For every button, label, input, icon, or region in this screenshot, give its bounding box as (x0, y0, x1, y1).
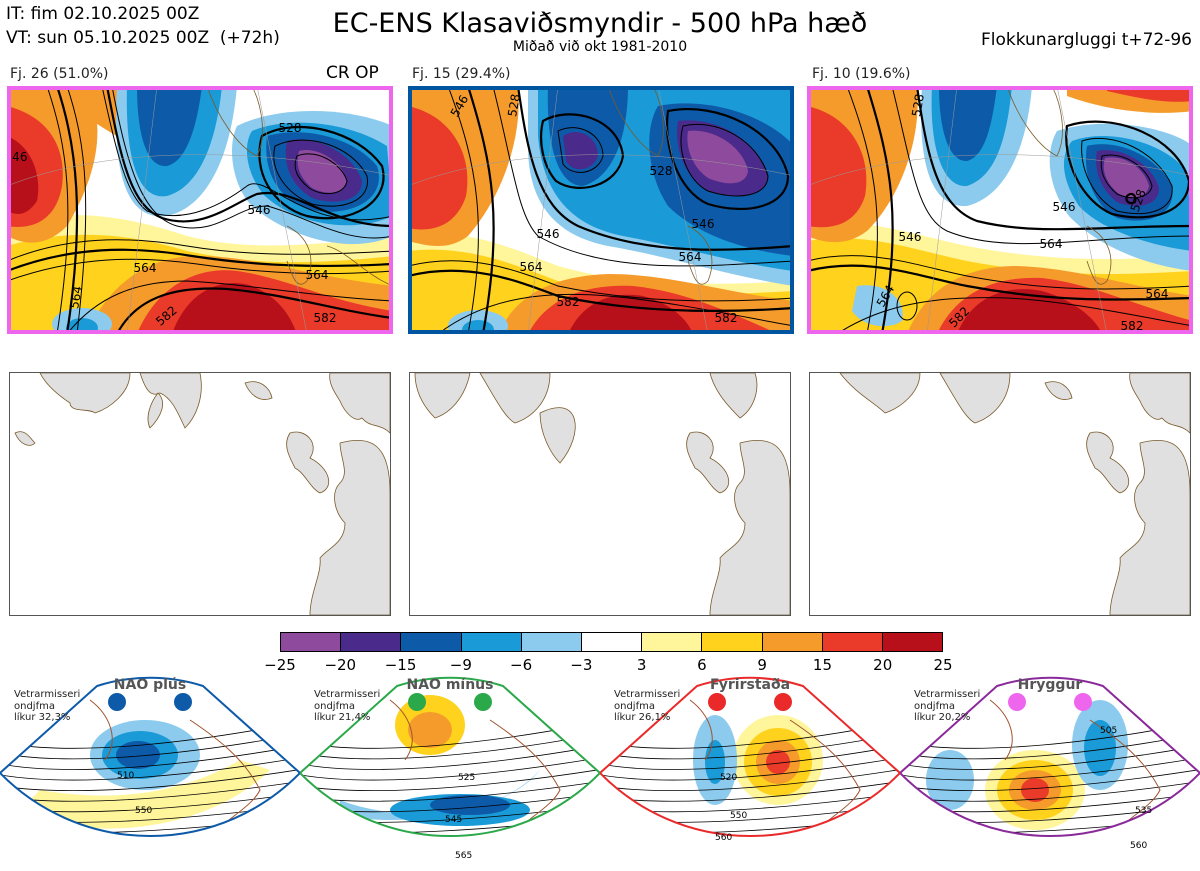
cluster-2-contour-label: 564 (679, 250, 702, 264)
cluster-1-label: Fj. 26 (51.0%) (10, 66, 109, 82)
cluster-1-contour-label: 546 (7, 150, 27, 164)
cluster-2-contour-label: 546 (537, 227, 560, 241)
regime-dot-icon (1008, 693, 1026, 711)
regime-contour-label: 560 (715, 833, 732, 843)
regime-map: 520 550 560 (600, 676, 900, 843)
colorbar-swatch (761, 633, 822, 651)
cluster-2-contour-label: 546 (692, 217, 715, 231)
page-subtitle: Miðað við okt 1981-2010 (512, 39, 688, 55)
regime-contour-label: 550 (135, 806, 152, 816)
regime-dot-icon (474, 693, 492, 711)
colorbar (280, 632, 943, 652)
cluster-2-contour-label: 528 (650, 164, 673, 178)
colorbar-tick-label: 9 (757, 656, 767, 674)
regime-contour-label: 525 (458, 773, 475, 783)
regime-contour-label: 550 (730, 811, 747, 821)
cluster-3-contour-label: 582 (1121, 319, 1144, 333)
cluster-1-contour-label: 564 (67, 285, 85, 310)
cluster-3-map[interactable]: 528 546 546 564 564 564 582 582 528 (807, 86, 1193, 334)
colorbar-swatch (400, 633, 461, 651)
regime-map: 510 550 (0, 676, 300, 838)
cluster-2-map[interactable]: 546 528 528 546 546 564 564 582 582 (408, 86, 794, 334)
colorbar-tick-label: 15 (812, 656, 832, 674)
colorbar-swatch (520, 633, 581, 651)
regime-contour-label: 560 (1130, 841, 1147, 851)
colorbar-tick-label: 6 (697, 656, 707, 674)
colorbar-tick-label: −20 (324, 656, 357, 674)
regime-info: Vetrarmisseri ondjfma líkur 32,3% (14, 689, 81, 723)
regime-dot-icon (408, 693, 426, 711)
cluster-3-contour-label: 564 (1040, 237, 1063, 251)
cluster-2-border (408, 86, 794, 334)
classification-window: Flokkunargluggi t+72-96 (980, 30, 1192, 50)
regime-title: Hryggur (1017, 677, 1083, 693)
colorbar-tick-label: −15 (384, 656, 417, 674)
colorbar-swatch (460, 633, 521, 651)
regime-info: Vetrarmisseri ondjfma líkur 26,1% (614, 689, 681, 723)
regime-contour-label: 520 (720, 773, 737, 783)
regime-map: 525 545 565 (300, 676, 600, 861)
colorbar-tick-label: −9 (449, 656, 472, 674)
regime-contour-label: 565 (455, 851, 472, 861)
regime-contour-label: 505 (1100, 726, 1117, 736)
regime-map: 505 535 560 (900, 676, 1200, 851)
colorbar-swatch (701, 633, 762, 651)
initial-time: IT: fim 02.10.2025 00Z (6, 4, 200, 24)
regime-contour-label: 535 (1135, 806, 1152, 816)
valid-time: VT: sun 05.10.2025 00Z (+72h) (6, 28, 280, 48)
regime-dot-icon (708, 693, 726, 711)
regime-contour-label: 545 (445, 815, 462, 825)
colorbar-tick-label: 3 (636, 656, 647, 674)
colorbar-tick-label: −6 (510, 656, 533, 674)
cluster-3-contour-label: 546 (1053, 200, 1076, 214)
cluster-3-contour-label: 546 (899, 230, 922, 244)
empty-map-1[interactable] (9, 372, 391, 616)
cluster-2-contour-label: 564 (520, 260, 543, 274)
cluster-2-contour-label: 582 (557, 295, 580, 309)
cluster-2-contour-label: 582 (715, 311, 738, 325)
colorbar-swatch (641, 633, 702, 651)
regime-dot-icon (174, 693, 192, 711)
cluster-1-contour-label: 528 (279, 121, 302, 135)
regime-dot-icon (1074, 693, 1092, 711)
colorbar-tick-label: −25 (264, 656, 296, 674)
colorbar-swatch (821, 633, 882, 651)
cluster-3-border (807, 86, 1193, 334)
colorbar-swatch (580, 633, 642, 651)
regime-contour-label: 510 (117, 771, 134, 781)
colorbar-swatch (340, 633, 401, 651)
empty-map-2[interactable] (409, 372, 791, 616)
regime-info: Vetrarmisseri ondjfma líkur 20,2% (914, 689, 981, 723)
cluster-1-border (7, 86, 393, 334)
regime-title: Fyrirstaða (709, 677, 791, 693)
empty-map-3[interactable] (809, 372, 1191, 616)
regime-title: NAO mínus (406, 677, 494, 693)
regime-title: NAO plús (113, 677, 187, 693)
cluster-3-contour-label: 528 (909, 93, 927, 118)
regime-dot-icon (108, 693, 126, 711)
cluster-1-contour-label: 546 (248, 203, 271, 217)
colorbar-swatch (881, 633, 943, 651)
cluster-1-contour-label: 564 (134, 261, 157, 275)
cluster-1-map[interactable]: 528 546 546 564 564 564 582 582 (7, 86, 393, 334)
cluster-1-contour-label: 582 (314, 311, 337, 325)
colorbar-tick-label: −3 (570, 656, 593, 674)
colorbar-swatch (281, 633, 341, 651)
cluster-3-contour-label: 564 (1146, 287, 1169, 301)
cluster-1-contour-label: 564 (306, 268, 329, 282)
cluster-2-label: Fj. 15 (29.4%) (412, 66, 511, 82)
cluster-3-label: Fj. 10 (19.6%) (812, 66, 911, 82)
page-title: EC-ENS Klasaviðsmyndir - 500 hPa hæð (332, 8, 868, 39)
colorbar-tick-label: 20 (873, 656, 893, 674)
regime-dot-icon (774, 693, 792, 711)
cluster-2-contour-label: 528 (505, 93, 523, 118)
cluster-1-marker: CR OP (326, 63, 379, 83)
regime-info: Vetrarmisseri ondjfma líkur 21,4% (314, 689, 381, 723)
colorbar-tick-label: 25 (933, 656, 953, 674)
